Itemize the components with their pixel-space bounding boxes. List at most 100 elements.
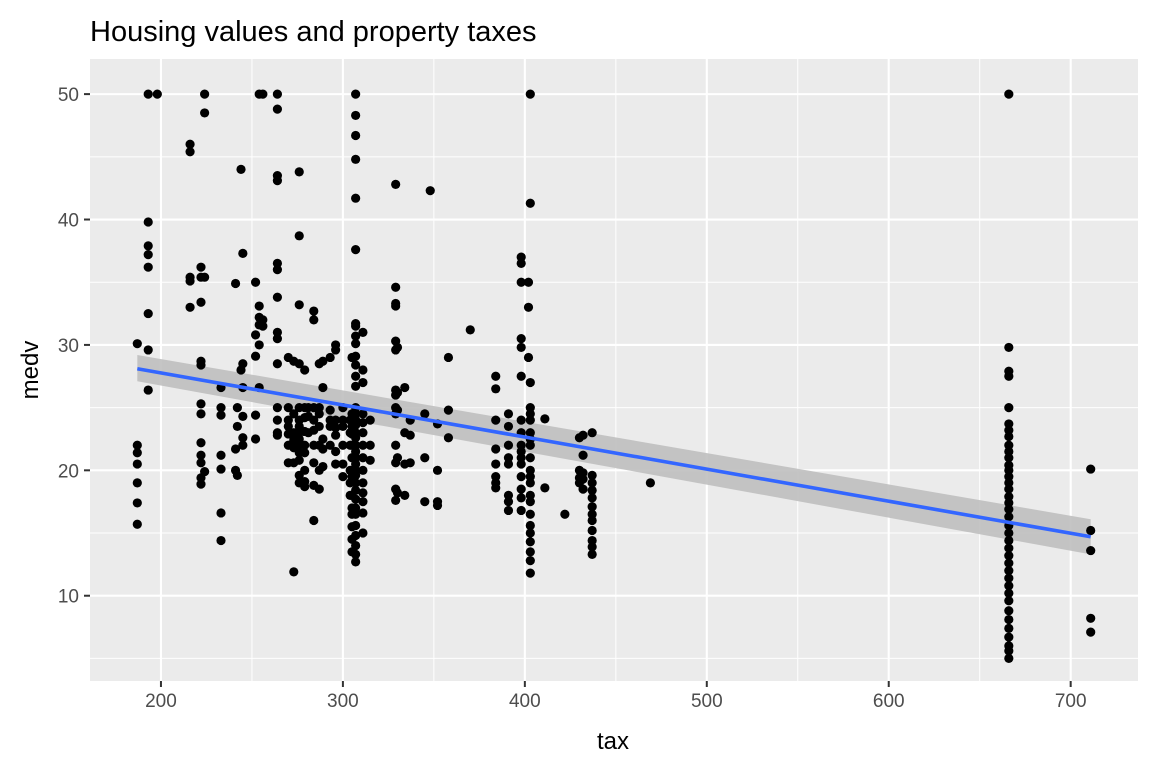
data-point xyxy=(587,542,597,552)
data-point xyxy=(200,89,210,99)
data-point xyxy=(272,292,283,302)
data-point xyxy=(516,277,526,287)
data-point xyxy=(185,147,195,157)
data-point xyxy=(351,433,361,443)
data-point xyxy=(1004,581,1014,591)
data-point xyxy=(238,433,248,443)
data-point xyxy=(216,535,226,546)
data-point xyxy=(272,359,283,369)
points-layer xyxy=(132,89,1096,664)
data-point xyxy=(516,505,526,516)
data-point xyxy=(300,440,310,450)
data-point xyxy=(351,381,361,391)
data-point xyxy=(525,520,535,531)
data-point xyxy=(238,440,248,450)
data-point xyxy=(318,461,328,472)
data-point xyxy=(309,306,319,316)
data-point xyxy=(1004,535,1014,546)
data-point xyxy=(587,525,597,536)
data-point xyxy=(254,301,264,311)
data-point xyxy=(232,403,242,413)
data-point xyxy=(250,410,261,420)
data-point xyxy=(392,342,403,353)
data-point xyxy=(400,382,410,393)
data-point xyxy=(132,339,142,349)
data-point xyxy=(331,415,341,425)
data-point xyxy=(503,409,514,419)
data-point xyxy=(1086,545,1096,556)
data-point xyxy=(503,505,514,516)
confidence-ribbon xyxy=(137,354,1091,555)
data-point xyxy=(1004,484,1014,494)
chart-title: Housing values and property taxes xyxy=(90,16,537,48)
data-point xyxy=(365,440,375,450)
data-point xyxy=(578,474,588,484)
data-point xyxy=(391,301,401,311)
data-point xyxy=(516,493,526,503)
data-point xyxy=(351,193,361,203)
data-point xyxy=(1004,512,1014,522)
regression-line xyxy=(136,366,1092,539)
data-point xyxy=(516,334,526,344)
data-point xyxy=(325,440,335,450)
data-point xyxy=(185,139,195,149)
data-point xyxy=(540,414,550,424)
data-point xyxy=(578,450,588,460)
data-point xyxy=(325,352,335,363)
data-point xyxy=(338,421,348,432)
data-point xyxy=(294,300,304,310)
data-point xyxy=(351,509,361,519)
data-point xyxy=(351,321,361,331)
data-point xyxy=(365,415,375,425)
data-point xyxy=(1004,596,1014,606)
data-point xyxy=(465,325,475,335)
data-point xyxy=(1004,646,1014,656)
data-point xyxy=(358,327,368,337)
data-point xyxy=(338,459,348,469)
data-point xyxy=(196,409,206,419)
x-tick-label: 400 xyxy=(509,691,541,712)
data-point xyxy=(294,455,304,465)
data-point xyxy=(230,278,241,289)
data-point xyxy=(351,351,361,361)
data-point xyxy=(351,557,361,567)
data-point xyxy=(525,509,535,519)
data-point xyxy=(196,438,206,448)
x-axis-title: tax xyxy=(597,728,629,755)
y-tick-label: 50 xyxy=(58,85,79,106)
data-point xyxy=(200,466,210,477)
data-point xyxy=(143,308,153,319)
data-point xyxy=(272,403,283,413)
data-point xyxy=(283,421,293,432)
data-point xyxy=(196,450,206,460)
data-point xyxy=(391,440,401,450)
x-tick-label: 200 xyxy=(145,691,177,712)
data-point xyxy=(1004,342,1014,353)
data-point xyxy=(1086,627,1096,637)
data-point xyxy=(331,459,341,469)
data-point xyxy=(405,458,415,468)
x-tick-label: 700 xyxy=(1055,691,1087,712)
data-point xyxy=(516,415,526,425)
data-point xyxy=(216,403,226,413)
data-point xyxy=(318,382,328,393)
data-point xyxy=(351,494,361,504)
y-tick-label: 20 xyxy=(58,461,79,482)
data-point xyxy=(587,485,597,495)
data-point xyxy=(525,377,535,388)
data-point xyxy=(216,464,226,474)
data-point xyxy=(432,500,443,511)
data-point xyxy=(578,430,588,440)
data-point xyxy=(1004,653,1014,664)
data-point xyxy=(331,423,341,433)
data-point xyxy=(358,528,368,538)
data-point xyxy=(523,277,534,287)
data-point xyxy=(250,434,261,444)
data-point xyxy=(294,167,304,177)
data-point xyxy=(525,537,535,547)
data-point xyxy=(358,409,368,419)
data-point xyxy=(294,231,304,241)
data-point xyxy=(560,509,570,519)
data-point xyxy=(289,409,299,419)
data-point xyxy=(283,403,293,413)
